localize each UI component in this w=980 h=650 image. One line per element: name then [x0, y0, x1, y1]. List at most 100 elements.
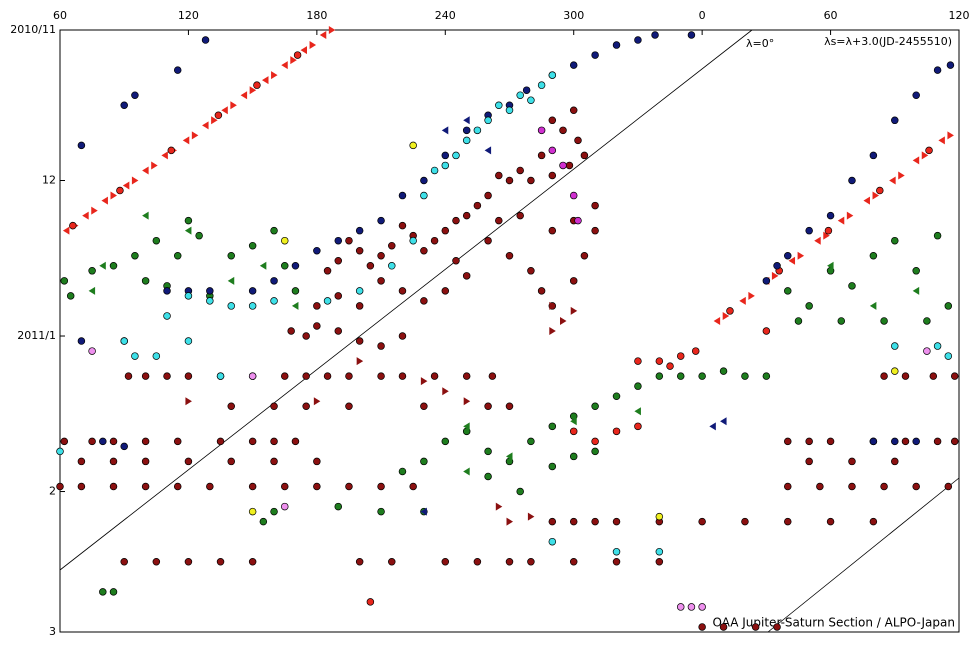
point: [161, 151, 168, 160]
point: [527, 437, 535, 446]
point: [377, 372, 385, 380]
point: [591, 402, 599, 411]
point: [944, 352, 953, 360]
point: [270, 437, 278, 446]
point: [270, 507, 278, 516]
point: [495, 216, 503, 225]
point: [462, 211, 471, 220]
point: [291, 301, 299, 310]
point: [441, 437, 450, 446]
point: [201, 36, 210, 44]
point: [698, 517, 706, 526]
point: [751, 623, 760, 631]
point: [77, 141, 86, 150]
point: [248, 372, 257, 380]
point: [880, 482, 888, 491]
point: [570, 417, 577, 426]
point: [345, 236, 353, 245]
point: [388, 558, 396, 566]
point: [420, 402, 428, 411]
point: [933, 437, 942, 446]
point: [925, 146, 933, 155]
point: [651, 31, 659, 39]
point: [173, 252, 182, 260]
point: [912, 156, 920, 165]
point: [869, 252, 878, 260]
point: [950, 437, 959, 446]
x-tick-label: 60: [53, 9, 67, 22]
point: [565, 161, 574, 170]
point: [88, 286, 96, 295]
point: [549, 327, 556, 335]
point: [889, 176, 896, 185]
point: [869, 517, 878, 526]
point: [634, 357, 642, 365]
point: [323, 297, 332, 305]
point: [462, 126, 471, 135]
point: [152, 558, 161, 566]
point: [420, 507, 427, 516]
point: [77, 482, 86, 491]
point: [167, 146, 176, 155]
point: [56, 482, 64, 491]
point: [591, 226, 599, 235]
point: [527, 176, 535, 185]
point: [355, 302, 364, 310]
point: [816, 482, 824, 491]
point: [227, 252, 235, 260]
point: [377, 277, 385, 285]
point: [452, 257, 460, 265]
point: [420, 246, 428, 255]
point: [334, 327, 343, 335]
point: [691, 347, 700, 355]
point: [462, 372, 471, 380]
point: [938, 136, 945, 145]
point: [537, 287, 546, 295]
point: [580, 252, 589, 260]
point: [377, 342, 385, 350]
point: [891, 116, 899, 125]
point: [698, 603, 706, 611]
point: [388, 241, 396, 250]
y-tick-label: 3: [49, 625, 56, 638]
point: [319, 31, 327, 40]
point: [261, 76, 269, 85]
point: [784, 517, 792, 526]
point: [784, 437, 792, 446]
point: [441, 151, 450, 160]
point: [309, 41, 317, 50]
point: [741, 517, 749, 526]
point: [216, 437, 225, 446]
point: [569, 427, 578, 436]
point: [634, 422, 642, 431]
point: [141, 372, 150, 380]
point: [698, 623, 706, 631]
point: [473, 201, 482, 210]
point: [676, 352, 685, 360]
point: [773, 262, 781, 270]
point: [805, 457, 813, 466]
annotation: OAA Jupiter-Saturn Section / ALPO-Japan: [712, 616, 955, 630]
point: [302, 402, 310, 411]
point: [805, 437, 813, 446]
point: [420, 457, 428, 466]
point: [548, 146, 557, 155]
point: [313, 397, 321, 406]
point: [141, 457, 150, 466]
point: [430, 236, 439, 245]
point: [452, 216, 460, 225]
point: [182, 136, 190, 145]
point: [569, 558, 578, 566]
point: [912, 482, 920, 491]
point: [131, 252, 139, 260]
point: [173, 66, 182, 74]
point: [720, 417, 727, 426]
point: [516, 211, 524, 220]
point: [60, 437, 69, 446]
point: [549, 301, 556, 310]
point: [912, 437, 920, 446]
point: [548, 171, 557, 180]
point: [398, 191, 407, 200]
point: [484, 146, 492, 155]
